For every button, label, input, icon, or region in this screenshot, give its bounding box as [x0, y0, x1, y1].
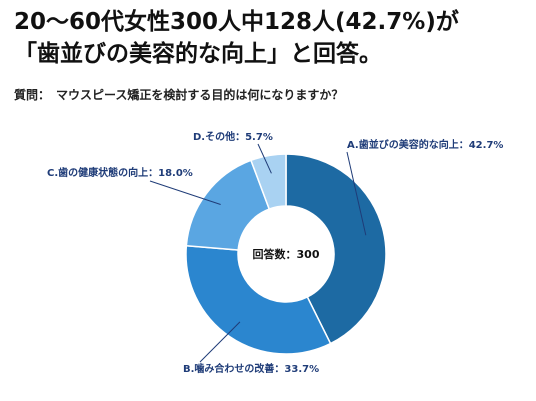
label-b-bite: B.噛み合わせの改善：33.7% [183, 362, 319, 375]
slice-a-aesthetic [285, 153, 387, 345]
headline-line-2: 「歯並びの美容的な向上」と回答。 [14, 41, 382, 67]
slice-b-bite [185, 244, 332, 355]
leader-line [257, 143, 272, 174]
label-d-other: D.その他：5.7% [193, 130, 273, 143]
label-a-aesthetic: A.歯並びの美容的な向上：42.7% [347, 138, 503, 151]
slice-d-other [250, 153, 287, 211]
label-c-health: C.歯の健康状態の向上：18.0% [47, 166, 193, 179]
survey-question: 質問： マウスピース矯正を検討する目的は何になりますか？ [14, 88, 344, 102]
leader-line [346, 151, 367, 236]
headline-line-1: 20～60代女性300人中128人(42.7%)が [14, 9, 459, 35]
center-label: 回答数：300 [253, 247, 320, 261]
leader-line [149, 180, 221, 205]
leader-line [199, 321, 241, 363]
headline: 20～60代女性300人中128人(42.7%)が 「歯並びの美容的な向上」と回… [14, 6, 529, 70]
